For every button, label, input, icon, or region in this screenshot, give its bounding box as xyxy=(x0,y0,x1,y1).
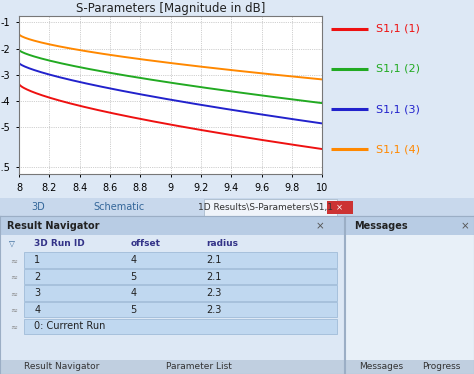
Bar xyxy=(204,199,337,215)
Text: 3D: 3D xyxy=(31,202,45,212)
Bar xyxy=(327,201,353,214)
Text: 1D Results\S-Parameters\S1,1: 1D Results\S-Parameters\S1,1 xyxy=(198,203,333,212)
Text: ×: × xyxy=(336,203,342,212)
Text: Schematic: Schematic xyxy=(93,202,144,212)
